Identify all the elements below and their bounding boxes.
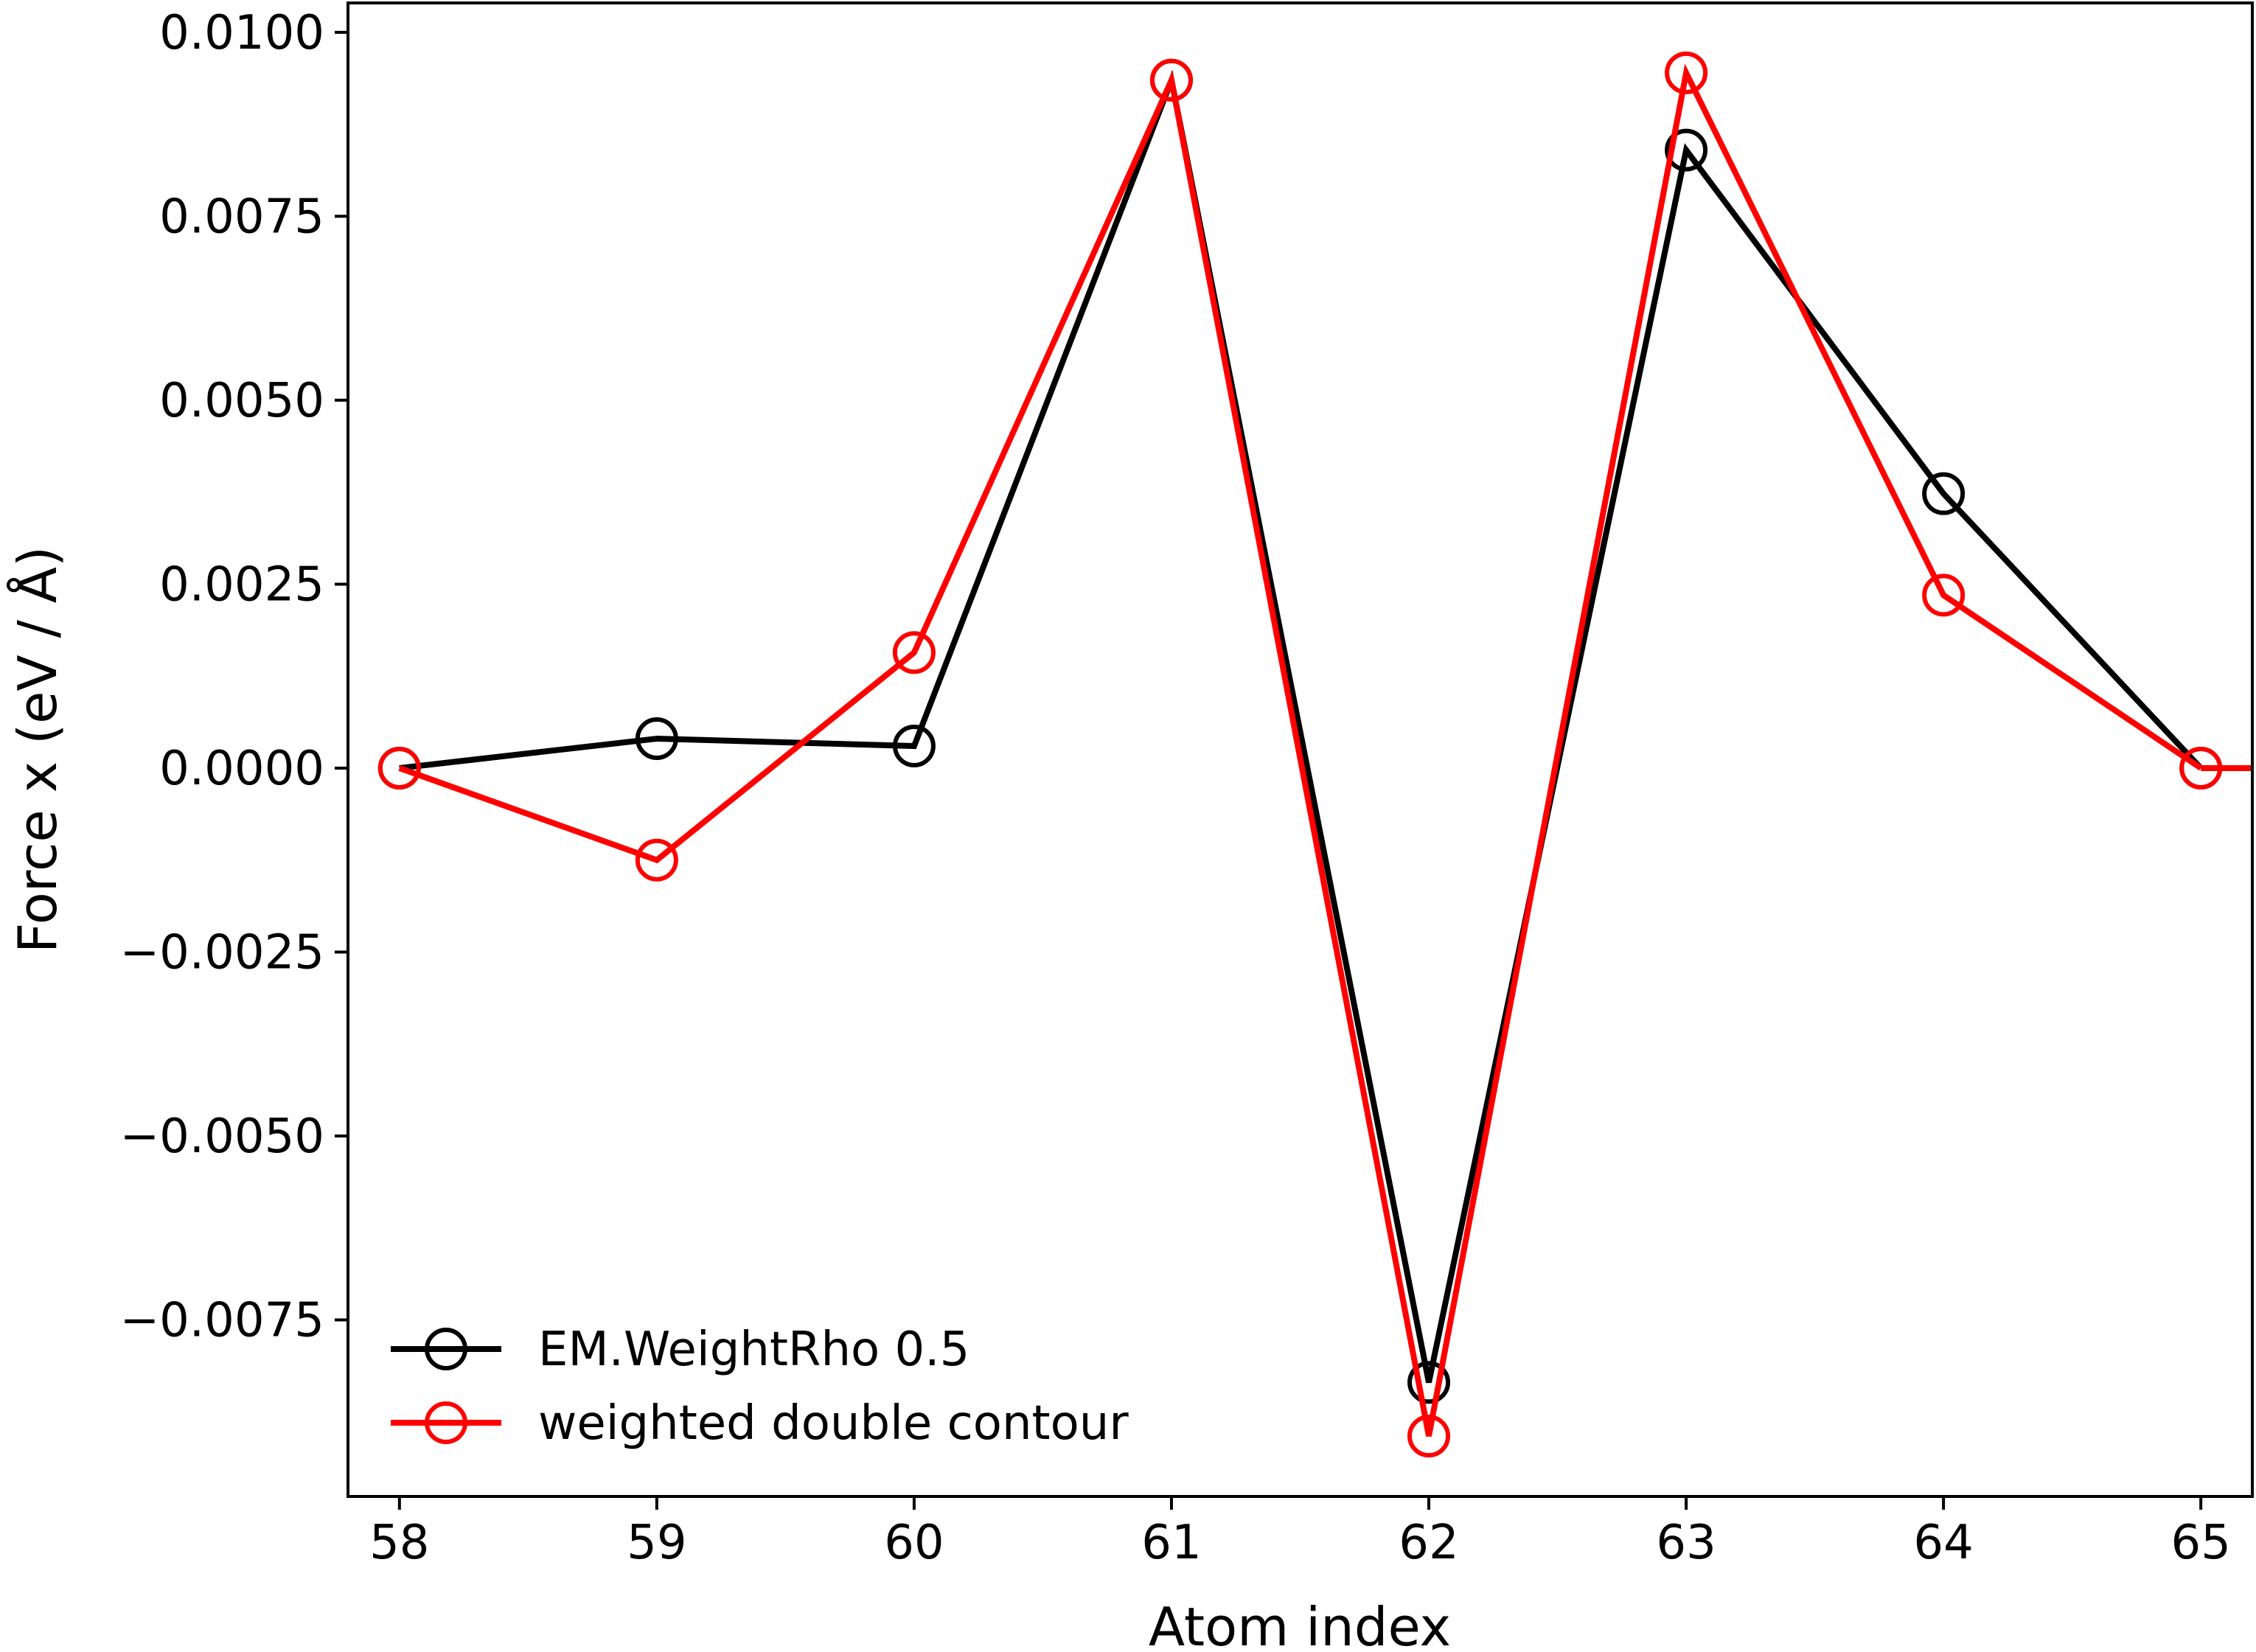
y-tick-label: 0.0025 [159,557,324,612]
y-tick-label: 0.0100 [159,6,324,60]
legend: EM.WeightRho 0.5 weighted double contour [391,1322,1129,1451]
x-tick-label: 61 [1141,1516,1201,1570]
y-tick-label: 0.0050 [159,374,324,428]
data-point [377,746,421,790]
data-point [635,838,678,882]
data-point [892,631,936,675]
x-tick-label: 64 [1913,1516,1973,1570]
data-point [892,725,936,768]
series-2 [377,51,2252,1458]
x-tick-label: 62 [1399,1516,1458,1570]
x-tick-label: 63 [1656,1516,1716,1570]
legend-label: EM.WeightRho 0.5 [538,1322,969,1377]
data-point [1665,51,1708,94]
y-tick-label: 0.0075 [159,189,324,244]
y-axis-label: Force x (eV / Å) [7,546,69,953]
y-tick-label: −0.0050 [119,1109,324,1164]
legend-marker [425,1328,467,1370]
x-tick-label: 59 [627,1516,686,1570]
x-tick-label: 65 [2170,1516,2230,1570]
y-tick-label: −0.0025 [119,925,324,980]
legend-marker [425,1401,467,1444]
y-axis: 0.0100 0.0075 0.0050 0.0025 0.0000 −0.0025 −0.… [119,6,348,1348]
y-tick-label: −0.0075 [119,1293,324,1348]
y-tick-label: 0.0000 [159,742,324,796]
series-line [398,63,2203,1437]
legend-label: weighted double contour [538,1396,1129,1451]
data-point [1149,58,1193,102]
data-point [2179,746,2223,790]
data-point [1407,1415,1451,1458]
x-axis: 58 59 60 61 62 63 64 65 [369,1496,2231,1570]
series-line [399,69,2204,1384]
data-point [1407,1361,1451,1404]
plot-frame [347,1,2254,1498]
data-point [1922,574,1966,617]
data-point [1665,128,1708,172]
data-point [1922,472,1966,515]
x-axis-label: Atom index [1149,1596,1451,1652]
series-layer [377,51,2252,1458]
x-tick-label: 60 [884,1516,944,1570]
data-point [635,717,678,761]
x-tick-label: 58 [369,1516,429,1570]
